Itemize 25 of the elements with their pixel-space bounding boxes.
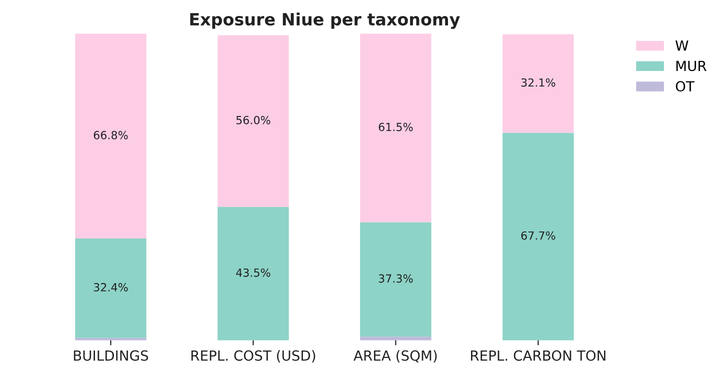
x-tick-label: AREA (SQM) <box>354 350 437 362</box>
data-label: 37.3% <box>378 274 413 283</box>
x-tick-label: BUILDINGS <box>74 350 148 361</box>
data-label: 32.4% <box>94 283 128 292</box>
legend-label: MUR <box>676 60 706 72</box>
bar <box>360 336 432 340</box>
bar <box>502 132 574 340</box>
data-label: 43.5% <box>236 268 270 277</box>
data-label: 61.5% <box>378 122 413 132</box>
legend-label: OT <box>676 81 695 92</box>
x-tick-label: REPL. CARBON TON <box>471 350 606 361</box>
chart-title: Exposure Niue per taxonomy <box>190 12 460 29</box>
bar <box>502 34 574 133</box>
bar <box>218 206 289 340</box>
data-label: 32.1% <box>521 78 556 87</box>
bar <box>360 34 432 222</box>
bar <box>75 34 146 239</box>
data-label: 67.7% <box>521 231 556 240</box>
data-label: 56.0% <box>236 116 270 124</box>
x-tick-label: REPL. COST (USD) <box>191 350 316 362</box>
legend-label: W <box>676 40 688 51</box>
bar <box>360 222 432 337</box>
bar <box>75 238 146 338</box>
bar <box>218 35 289 207</box>
data-label: 66.8% <box>94 130 128 140</box>
